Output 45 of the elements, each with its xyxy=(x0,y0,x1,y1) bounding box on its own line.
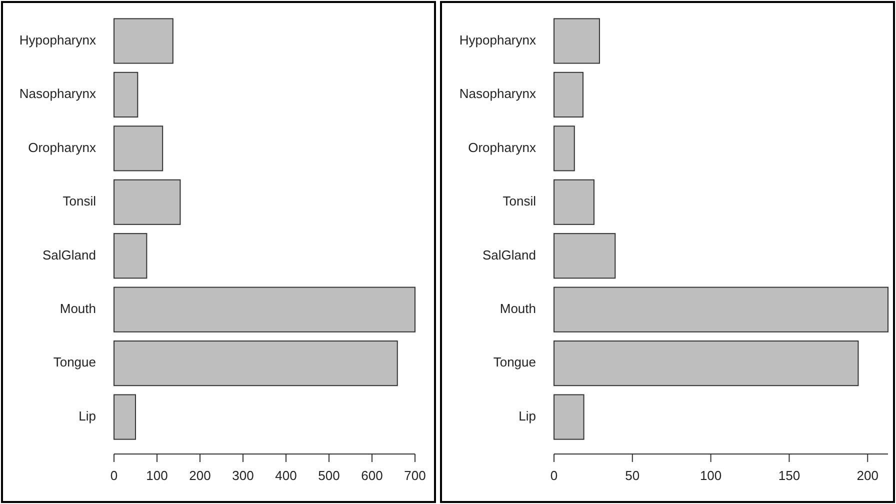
bar xyxy=(114,233,148,279)
bar xyxy=(114,286,416,332)
x-tick-label: 300 xyxy=(232,468,254,483)
y-tick-label: Tonsil xyxy=(502,194,536,209)
y-tick-label: SalGland xyxy=(42,247,96,262)
y-tick-label: Oropharynx xyxy=(468,140,536,155)
y-tick-label: Nasopharynx xyxy=(459,86,536,102)
bar xyxy=(114,394,136,440)
y-tick-label: Mouth xyxy=(500,301,536,316)
y-tick-label: SalGland xyxy=(482,247,536,262)
bar xyxy=(554,126,575,172)
x-tick-label: 700 xyxy=(404,468,426,483)
bar xyxy=(554,72,584,118)
x-tick-label: 400 xyxy=(275,468,297,483)
y-tick-label: Mouth xyxy=(60,301,96,316)
x-tick-label: 150 xyxy=(778,468,800,483)
bar xyxy=(114,126,164,172)
bar xyxy=(554,233,616,279)
y-tick-label: Lip xyxy=(518,408,536,424)
bar xyxy=(554,179,594,225)
bar xyxy=(114,179,181,225)
y-tick-label: Hypopharynx xyxy=(19,32,96,48)
y-tick-label: Nasopharynx xyxy=(19,86,96,102)
y-tick-label: Tonsil xyxy=(62,194,96,209)
bar xyxy=(114,72,138,118)
y-tick-label: Tongue xyxy=(53,354,96,370)
bar xyxy=(554,394,584,440)
x-tick-label: 600 xyxy=(361,468,383,483)
bar xyxy=(114,340,398,386)
bar xyxy=(554,340,859,386)
bar xyxy=(554,18,600,64)
x-tick-label: 500 xyxy=(318,468,340,483)
x-tick-label: 100 xyxy=(700,468,722,483)
y-tick-label: Hypopharynx xyxy=(459,32,536,48)
y-tick-label: Oropharynx xyxy=(28,140,96,155)
y-tick-label: Lip xyxy=(78,408,96,424)
bar xyxy=(114,18,174,64)
x-tick-label: 0 xyxy=(550,468,558,483)
x-tick-label: 200 xyxy=(856,468,878,483)
x-tick-label: 100 xyxy=(146,468,168,483)
x-tick-label: 0 xyxy=(110,468,118,483)
x-tick-label: 200 xyxy=(189,468,211,483)
x-tick-label: 50 xyxy=(625,468,640,483)
bar xyxy=(554,286,888,332)
y-tick-label: Tongue xyxy=(493,354,536,370)
